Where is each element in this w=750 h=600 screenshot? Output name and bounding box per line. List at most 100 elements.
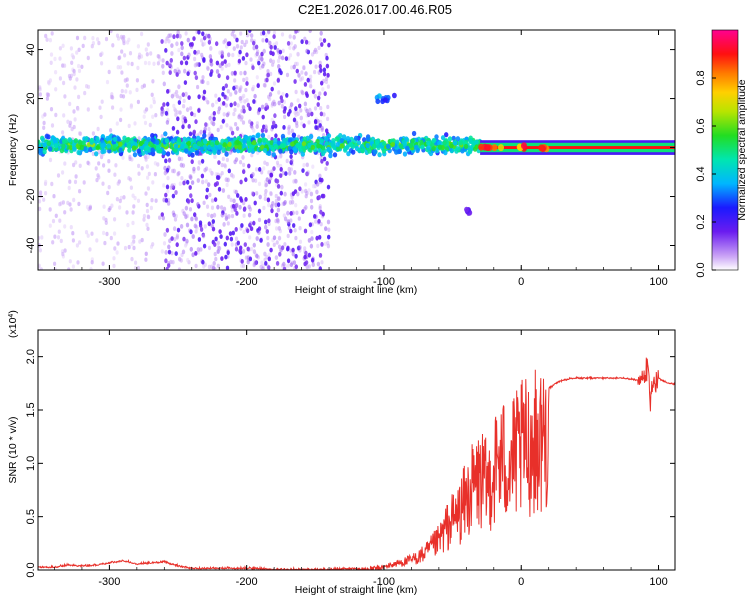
speckle-mark: [193, 49, 197, 55]
speckle-mark: [38, 206, 42, 212]
speckle-mark: [211, 265, 216, 270]
speckle-mark: [237, 58, 242, 64]
colorbar-ticks: 0.0 0.2 0.4 0.6 0.8: [695, 70, 716, 278]
speckle-mark: [253, 260, 258, 266]
speckle-mark: [163, 232, 167, 237]
speckle-mark: [151, 79, 155, 84]
speckle-mark: [224, 63, 228, 68]
speckle-mark: [224, 254, 228, 260]
side-feature-mark: [375, 98, 381, 105]
speckle-mark: [164, 258, 168, 264]
band-mark: [395, 139, 400, 145]
band-mark: [53, 143, 59, 149]
speckle-mark: [149, 104, 153, 109]
speckle-mark: [229, 102, 233, 108]
speckle-mark: [145, 222, 149, 228]
speckle-mark: [176, 30, 181, 35]
speckle-mark: [205, 204, 210, 209]
speckle-mark: [247, 212, 252, 218]
x-tick-label: 0: [518, 576, 524, 588]
band-mark: [226, 146, 231, 152]
speckle-mark: [207, 33, 211, 39]
x-tick-label: -100: [373, 576, 395, 588]
band-mark: [271, 152, 276, 158]
band-mark: [334, 136, 339, 142]
speckle-mark: [266, 242, 270, 247]
speckle-mark: [210, 170, 214, 176]
speckle-mark: [86, 160, 90, 165]
speckle-mark: [229, 236, 234, 242]
band-mark: [444, 132, 449, 138]
speckle-mark: [190, 216, 194, 222]
speckle-mark: [172, 34, 176, 40]
band-mark: [214, 140, 219, 146]
speckle-mark: [248, 256, 253, 262]
speckle-mark: [323, 91, 327, 97]
snr-y-multiplier: (x104): [7, 310, 19, 338]
speckle-mark: [180, 176, 184, 181]
speckle-mark: [316, 181, 320, 187]
speckle-mark: [128, 90, 132, 95]
speckle-mark: [241, 56, 246, 61]
speckle-mark: [294, 106, 298, 112]
band-mark: [351, 149, 356, 155]
speckle-mark: [39, 267, 43, 270]
band-mark: [136, 148, 141, 154]
speckle-mark: [196, 178, 200, 183]
speckle-mark: [188, 207, 193, 212]
band-mark: [310, 144, 315, 150]
band-mark: [132, 152, 138, 158]
speckle-mark: [305, 171, 310, 177]
speckle-mark: [276, 207, 281, 213]
speckle-mark: [208, 192, 212, 198]
speckle-mark: [153, 161, 157, 166]
speckle-mark: [151, 114, 155, 120]
speckle-mark: [197, 237, 202, 242]
speckle-mark: [164, 250, 168, 255]
speckle-mark: [300, 70, 304, 75]
speckle-mark: [294, 203, 298, 208]
speckle-mark: [247, 163, 251, 169]
speckle-mark: [266, 197, 271, 203]
band-mark: [292, 146, 297, 152]
speckle-mark: [243, 70, 247, 76]
speckle-mark: [317, 195, 321, 200]
speckle-mark: [248, 119, 252, 125]
speckle-mark: [168, 62, 172, 67]
speckle-mark: [264, 224, 268, 230]
band-mark: [332, 152, 338, 158]
speckle-mark: [261, 266, 265, 270]
speckle-mark: [274, 193, 278, 199]
speckle-mark: [185, 222, 190, 228]
speckle-mark: [229, 197, 233, 203]
speckle-mark: [307, 238, 312, 243]
speckle-mark: [160, 134, 164, 139]
band-mark: [48, 146, 53, 152]
speckle-mark: [324, 166, 328, 171]
speckle-mark: [275, 240, 279, 245]
speckle-mark: [97, 161, 101, 166]
speckle-mark: [107, 185, 111, 190]
speckle-mark: [122, 195, 126, 200]
speckle-mark: [253, 93, 257, 99]
speckle-mark: [246, 102, 251, 108]
speckle-mark: [142, 217, 146, 222]
speckle-mark: [251, 178, 255, 183]
band-mark: [76, 149, 81, 156]
speckle-mark: [142, 114, 146, 119]
speckle-mark: [246, 259, 250, 265]
speckle-mark: [63, 224, 67, 229]
speckle-mark: [63, 248, 67, 253]
speckle-mark: [90, 260, 94, 265]
band-mark: [127, 147, 132, 153]
speckle-mark: [225, 75, 230, 81]
speckle-mark: [264, 102, 268, 108]
speckle-mark: [326, 104, 330, 110]
band-mark: [255, 133, 260, 139]
speckle-mark: [313, 47, 318, 53]
band-mark: [163, 131, 168, 137]
band-mark: [408, 143, 414, 149]
band-mark: [397, 148, 402, 154]
speckle-mark: [309, 84, 313, 89]
